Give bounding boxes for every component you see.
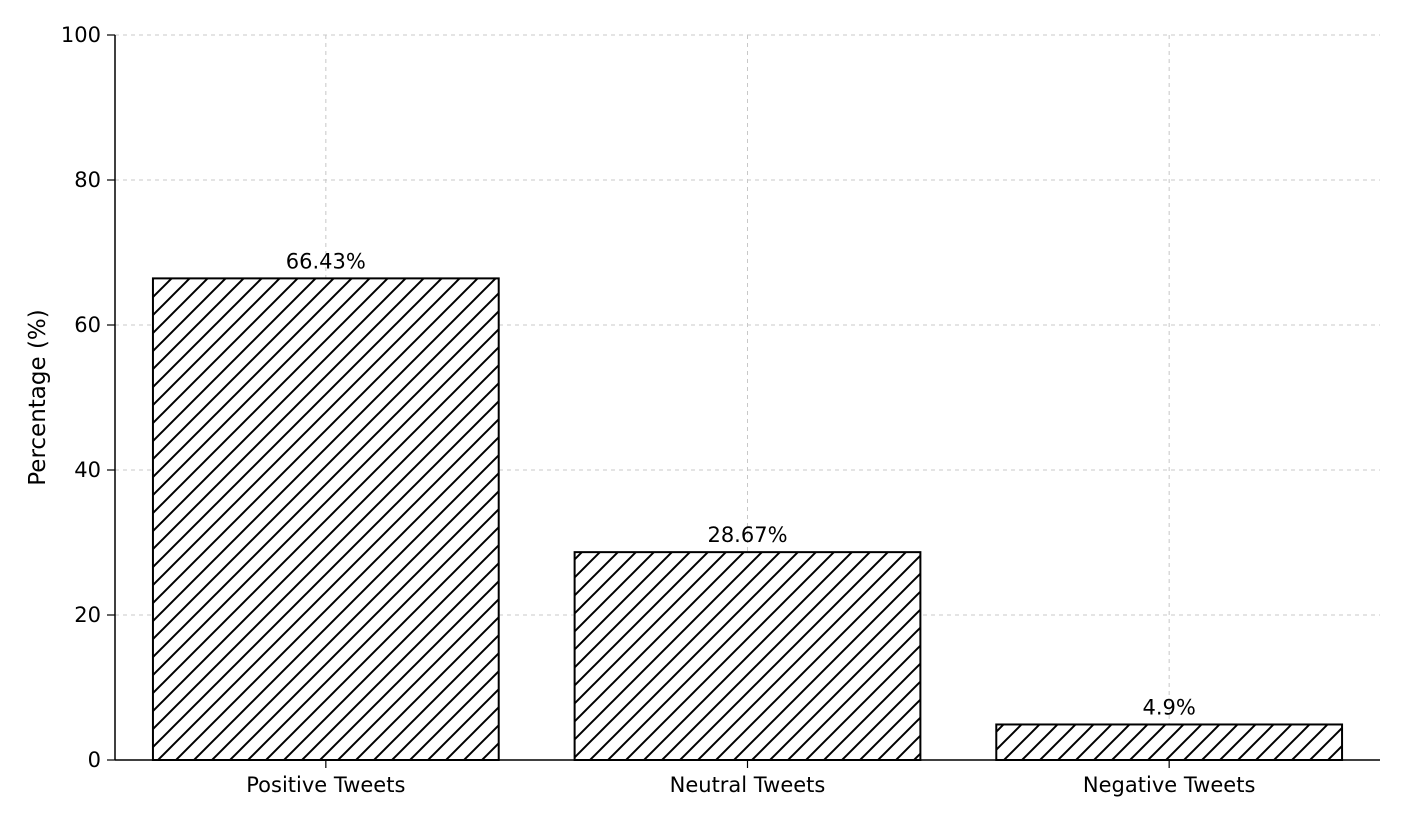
bar-value-label: 4.9%	[1142, 695, 1195, 719]
y-tick-label: 60	[74, 313, 101, 337]
y-tick-label: 0	[88, 748, 101, 772]
bar-value-label: 66.43%	[286, 249, 366, 273]
x-tick-label: Positive Tweets	[246, 773, 405, 797]
x-tick-label: Neutral Tweets	[670, 773, 826, 797]
y-tick-label: 20	[74, 603, 101, 627]
bar	[575, 552, 921, 760]
chart-svg: 66.43% 28.67% 4.9% 0 20 40 60 80 100 Positive Twe…	[0, 0, 1422, 830]
x-tick-label: Negative Tweets	[1083, 773, 1255, 797]
bar	[996, 724, 1342, 760]
bar	[153, 278, 499, 760]
y-tick-label: 100	[61, 23, 101, 47]
y-axis-label: Percentage (%)	[25, 309, 51, 486]
sentiment-bar-chart: 66.43% 28.67% 4.9% 0 20 40 60 80 100 Positive Twe…	[0, 0, 1422, 830]
y-tick-label: 80	[74, 168, 101, 192]
y-tick-label: 40	[74, 458, 101, 482]
bar-value-label: 28.67%	[707, 523, 787, 547]
